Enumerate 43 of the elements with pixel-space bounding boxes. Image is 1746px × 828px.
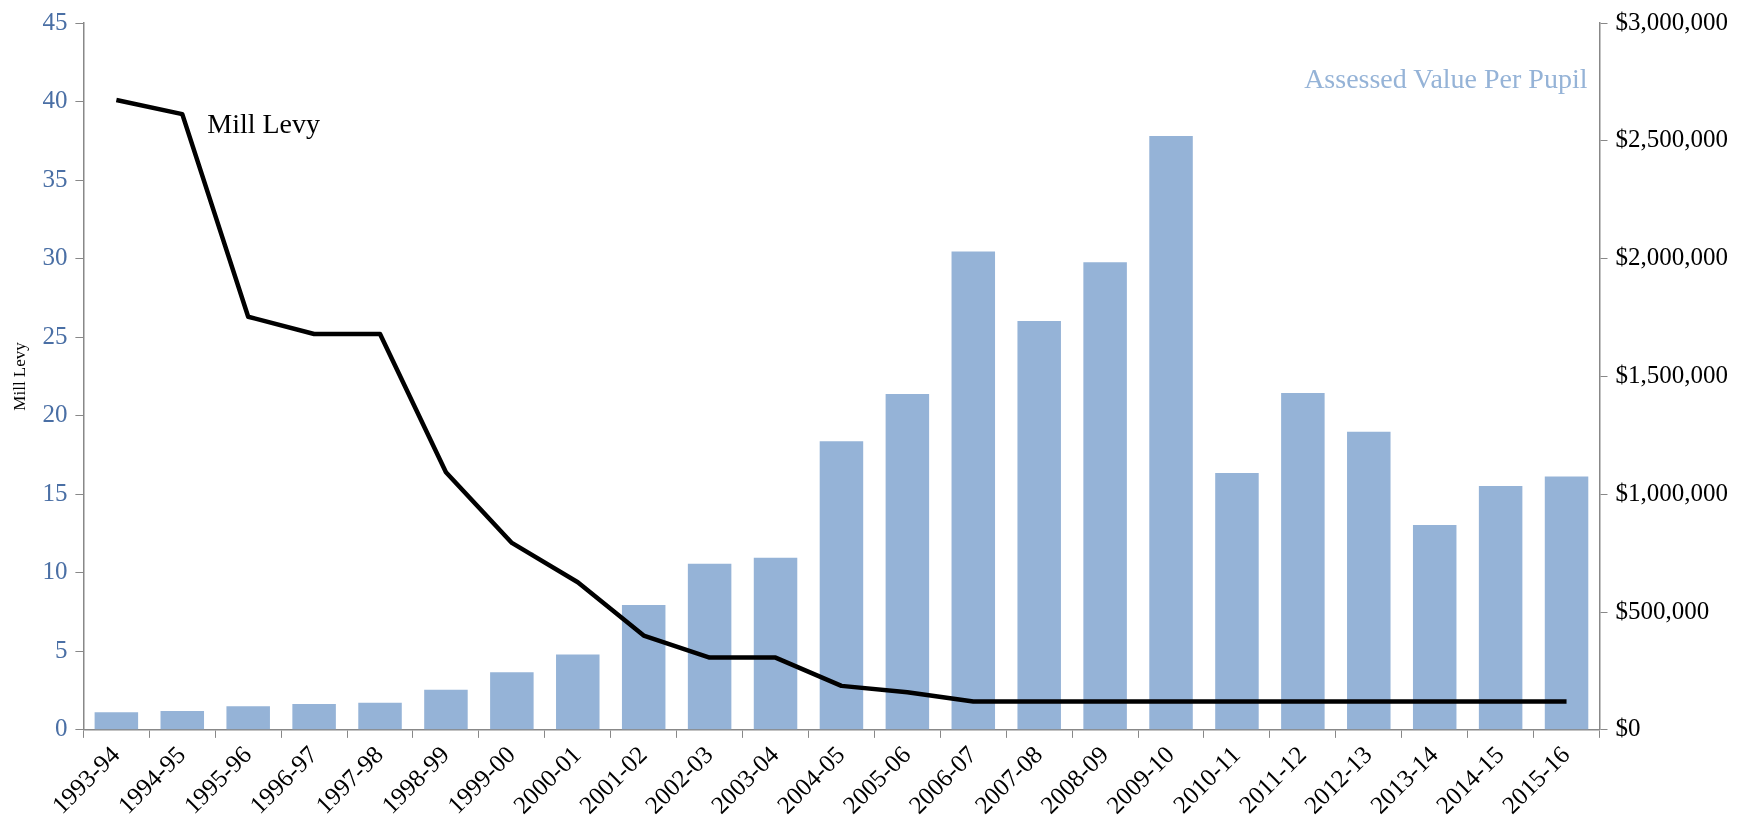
bar	[1478, 486, 1523, 730]
bar	[94, 712, 139, 730]
y-tick-label: 45	[42, 7, 68, 35]
y2-tick-label: $0	[1615, 714, 1641, 742]
series-label: Mill Levy	[207, 108, 321, 140]
bar	[1149, 136, 1193, 730]
y-tick-label: 5	[54, 635, 68, 663]
bar	[292, 703, 336, 730]
y-tick-label: 35	[42, 164, 68, 192]
bar	[1544, 476, 1589, 730]
bar	[687, 563, 732, 730]
bar	[556, 654, 600, 730]
bar	[1215, 473, 1259, 730]
bar	[753, 557, 798, 730]
text: Assessed Value Per Pupil	[1304, 63, 1588, 95]
y-tick-label: 30	[42, 243, 68, 271]
bar	[424, 689, 468, 730]
bar	[1083, 262, 1127, 730]
y2-tick-label: $3,000,000	[1615, 7, 1728, 35]
bar	[226, 706, 270, 730]
bar	[160, 711, 205, 730]
y2-tick-label: $500,000	[1615, 596, 1710, 624]
bar	[951, 251, 996, 730]
bar	[1412, 524, 1457, 730]
bar	[1281, 392, 1325, 730]
y-tick-label: 15	[42, 478, 68, 506]
y2-tick-label: $2,500,000	[1615, 125, 1728, 153]
bar	[358, 702, 402, 730]
y-tick-label: 20	[42, 400, 68, 428]
y-tick-label: 40	[42, 86, 68, 114]
bar	[1347, 431, 1391, 730]
bar	[819, 441, 864, 730]
y-axis-title: Mill Levy	[9, 341, 29, 411]
y-tick-label: 0	[54, 714, 68, 742]
y-tick-label: 10	[42, 557, 68, 585]
y2-tick-label: $1,000,000	[1615, 478, 1728, 506]
y-tick-label: 25	[42, 321, 68, 349]
y2-tick-label: $2,000,000	[1615, 243, 1728, 271]
y2-tick-label: $1,500,000	[1615, 361, 1728, 388]
bar	[490, 672, 534, 730]
bar	[621, 604, 666, 730]
bar	[885, 394, 930, 730]
bar	[1017, 321, 1061, 730]
